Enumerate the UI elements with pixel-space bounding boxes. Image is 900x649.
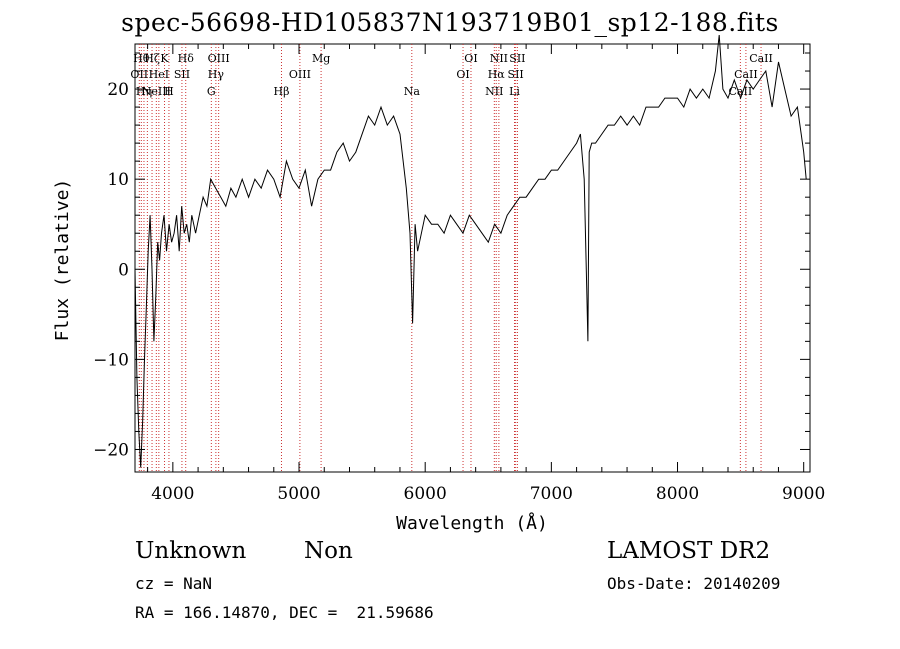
x-axis: 4000 5000 6000 7000 8000 9000 xyxy=(147,44,825,504)
marker-label: Li xyxy=(509,85,520,98)
marker-label: Hδ xyxy=(178,52,195,65)
redshift-text: cz = NaN xyxy=(135,574,213,593)
y-tick-label: 10 xyxy=(107,170,129,190)
x-tick-label: 6000 xyxy=(404,484,447,504)
chart-title: spec-56698-HD105837N193719B01_sp12-188.f… xyxy=(121,8,779,37)
marker-label: OIII xyxy=(289,68,311,81)
object-class: Unknown xyxy=(135,538,247,564)
x-tick-label: 8000 xyxy=(656,484,699,504)
marker-label: NII xyxy=(485,85,503,98)
plot-frame xyxy=(134,43,811,473)
marker-label: SII xyxy=(509,52,525,65)
marker-label: Hη xyxy=(136,85,152,98)
object-subclass: Non xyxy=(304,538,353,564)
marker-label: SII xyxy=(508,68,524,81)
marker-label: Hγ xyxy=(208,68,225,81)
x-tick-label: 4000 xyxy=(151,484,194,504)
observation-date: Obs-Date: 20140209 xyxy=(607,574,781,593)
marker-label: OI xyxy=(456,68,469,81)
y-tick-label: 20 xyxy=(107,80,129,100)
marker-label: Hζ xyxy=(144,52,160,65)
marker-label: CaII xyxy=(749,52,773,65)
marker-label: HeI xyxy=(149,68,169,81)
y-tick-label: 0 xyxy=(118,260,129,280)
marker-label: OIII xyxy=(208,52,230,65)
marker-label: OII xyxy=(130,68,148,81)
marker-label: CaII xyxy=(729,85,753,98)
spectral-line-labels: OIIHθHηHζNeIIIHeIKHSIIHδGHγOIIIHβOIIIMgN… xyxy=(130,52,772,98)
marker-label: CaII xyxy=(734,68,758,81)
y-tick-label: −10 xyxy=(93,350,129,370)
marker-label: OI xyxy=(464,52,477,65)
marker-label: G xyxy=(207,85,216,98)
x-tick-label: 7000 xyxy=(530,484,573,504)
marker-label: H xyxy=(164,85,174,98)
y-axis: −20 −10 0 10 20 xyxy=(93,52,810,460)
survey-name: LAMOST DR2 xyxy=(607,538,771,564)
x-axis-label: Wavelength (Å) xyxy=(396,512,548,534)
marker-label: SII xyxy=(174,68,190,81)
marker-label: Hθ xyxy=(133,52,150,65)
marker-label: Hβ xyxy=(274,85,290,98)
marker-label: Na xyxy=(404,85,421,98)
marker-label: K xyxy=(160,52,169,65)
marker-label: NeIII xyxy=(142,85,171,98)
coordinates-text: RA = 166.14870, DEC = 21.59686 xyxy=(135,603,434,622)
spectral-line-markers xyxy=(138,44,762,472)
x-tick-label: 5000 xyxy=(277,484,320,504)
marker-label: Hα xyxy=(488,68,506,81)
marker-label: Mg xyxy=(312,52,330,65)
y-tick-label: −20 xyxy=(93,440,129,460)
spectrum-line xyxy=(134,34,807,468)
y-axis-label: Flux (relative) xyxy=(52,179,73,342)
x-tick-label: 9000 xyxy=(782,484,825,504)
marker-label: NII xyxy=(490,52,508,65)
